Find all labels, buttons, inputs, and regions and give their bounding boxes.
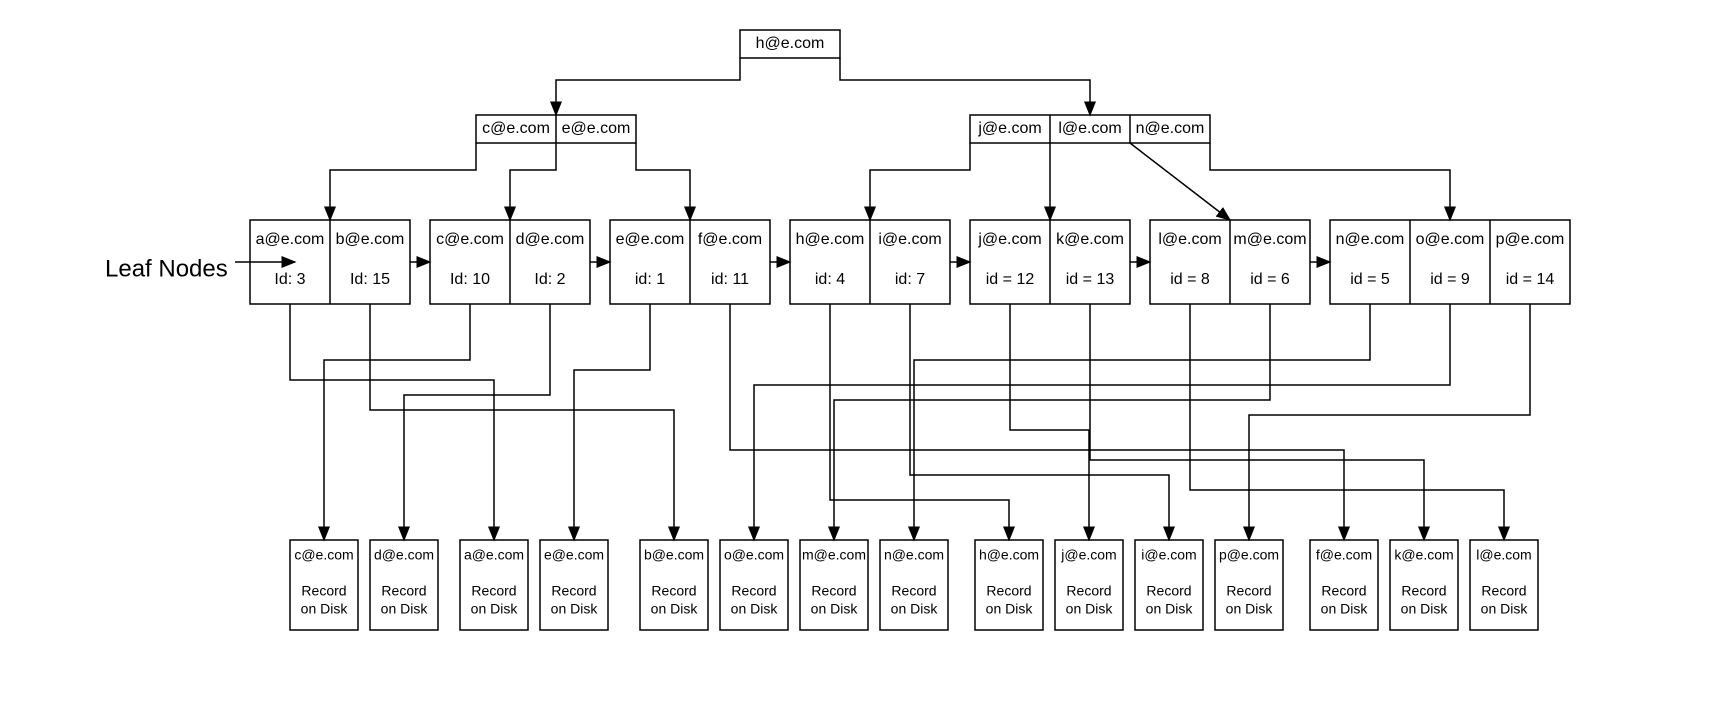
svg-text:Record: Record — [381, 583, 426, 599]
svg-text:Record: Record — [1481, 583, 1526, 599]
svg-text:l@e.com: l@e.com — [1476, 547, 1531, 563]
svg-text:on Disk: on Disk — [1226, 601, 1274, 617]
svg-text:id = 8: id = 8 — [1170, 271, 1210, 288]
svg-text:id = 14: id = 14 — [1506, 271, 1555, 288]
svg-text:on Disk: on Disk — [891, 601, 939, 617]
svg-text:id = 12: id = 12 — [986, 271, 1035, 288]
svg-text:Leaf Nodes: Leaf Nodes — [105, 255, 228, 282]
svg-text:i@e.com: i@e.com — [1141, 547, 1196, 563]
svg-text:on Disk: on Disk — [1066, 601, 1114, 617]
svg-text:k@e.com: k@e.com — [1056, 231, 1124, 248]
svg-text:f@e.com: f@e.com — [698, 231, 762, 248]
svg-text:Record: Record — [1226, 583, 1271, 599]
svg-text:b@e.com: b@e.com — [644, 547, 704, 563]
svg-text:f@e.com: f@e.com — [1316, 547, 1372, 563]
svg-text:n@e.com: n@e.com — [1136, 120, 1205, 137]
svg-text:l@e.com: l@e.com — [1158, 231, 1221, 248]
svg-text:p@e.com: p@e.com — [1219, 547, 1279, 563]
svg-text:m@e.com: m@e.com — [1233, 231, 1306, 248]
svg-text:on Disk: on Disk — [1146, 601, 1194, 617]
svg-text:e@e.com: e@e.com — [616, 231, 685, 248]
svg-text:id = 6: id = 6 — [1250, 271, 1290, 288]
svg-text:d@e.com: d@e.com — [516, 231, 585, 248]
svg-text:h@e.com: h@e.com — [979, 547, 1039, 563]
btree-diagram: h@e.com c@e.com e@e.com j@e.com l@e.com n@e.c… — [0, 0, 1726, 702]
svg-text:j@e.com: j@e.com — [977, 231, 1041, 248]
svg-text:on Disk: on Disk — [381, 601, 429, 617]
svg-text:m@e.com: m@e.com — [802, 547, 866, 563]
svg-text:h@e.com: h@e.com — [796, 231, 865, 248]
svg-text:h@e.com: h@e.com — [756, 35, 825, 52]
svg-text:Record: Record — [551, 583, 596, 599]
svg-text:Record: Record — [986, 583, 1031, 599]
svg-text:p@e.com: p@e.com — [1496, 231, 1565, 248]
svg-text:n@e.com: n@e.com — [1336, 231, 1405, 248]
svg-text:Record: Record — [301, 583, 346, 599]
svg-text:c@e.com: c@e.com — [436, 231, 504, 248]
svg-text:Record: Record — [811, 583, 856, 599]
svg-text:Id: 3: Id: 3 — [274, 271, 305, 288]
svg-text:id = 9: id = 9 — [1430, 271, 1470, 288]
svg-text:id: 4: id: 4 — [815, 271, 845, 288]
svg-text:id: 1: id: 1 — [635, 271, 665, 288]
svg-text:c@e.com: c@e.com — [294, 547, 353, 563]
svg-text:n@e.com: n@e.com — [884, 547, 944, 563]
svg-text:id = 5: id = 5 — [1350, 271, 1390, 288]
svg-text:Id: 10: Id: 10 — [450, 271, 490, 288]
svg-text:on Disk: on Disk — [811, 601, 859, 617]
svg-text:o@e.com: o@e.com — [724, 547, 784, 563]
svg-text:Record: Record — [1321, 583, 1366, 599]
svg-text:i@e.com: i@e.com — [878, 231, 941, 248]
svg-text:on Disk: on Disk — [471, 601, 519, 617]
svg-text:l@e.com: l@e.com — [1058, 120, 1121, 137]
svg-text:Record: Record — [731, 583, 776, 599]
svg-text:on Disk: on Disk — [1481, 601, 1529, 617]
svg-text:o@e.com: o@e.com — [1416, 231, 1485, 248]
svg-text:Record: Record — [891, 583, 936, 599]
svg-text:on Disk: on Disk — [301, 601, 349, 617]
svg-text:b@e.com: b@e.com — [336, 231, 405, 248]
svg-text:e@e.com: e@e.com — [544, 547, 604, 563]
svg-text:k@e.com: k@e.com — [1394, 547, 1453, 563]
svg-text:d@e.com: d@e.com — [374, 547, 434, 563]
svg-text:Record: Record — [471, 583, 516, 599]
svg-text:on Disk: on Disk — [1401, 601, 1449, 617]
svg-text:j@e.com: j@e.com — [977, 120, 1041, 137]
svg-text:e@e.com: e@e.com — [562, 120, 631, 137]
svg-text:Record: Record — [1146, 583, 1191, 599]
svg-text:on Disk: on Disk — [986, 601, 1034, 617]
svg-text:a@e.com: a@e.com — [256, 231, 325, 248]
svg-text:on Disk: on Disk — [1321, 601, 1369, 617]
svg-text:Id: 2: Id: 2 — [534, 271, 565, 288]
svg-text:id: 11: id: 11 — [711, 271, 749, 288]
svg-text:id: 7: id: 7 — [895, 271, 925, 288]
svg-text:c@e.com: c@e.com — [482, 120, 550, 137]
svg-text:j@e.com: j@e.com — [1060, 547, 1116, 563]
svg-text:on Disk: on Disk — [731, 601, 779, 617]
svg-text:Record: Record — [651, 583, 696, 599]
svg-text:on Disk: on Disk — [651, 601, 699, 617]
svg-text:Record: Record — [1401, 583, 1446, 599]
svg-text:Record: Record — [1066, 583, 1111, 599]
svg-text:on Disk: on Disk — [551, 601, 599, 617]
svg-text:id = 13: id = 13 — [1066, 271, 1115, 288]
svg-text:Id: 15: Id: 15 — [350, 271, 390, 288]
svg-text:a@e.com: a@e.com — [464, 547, 524, 563]
